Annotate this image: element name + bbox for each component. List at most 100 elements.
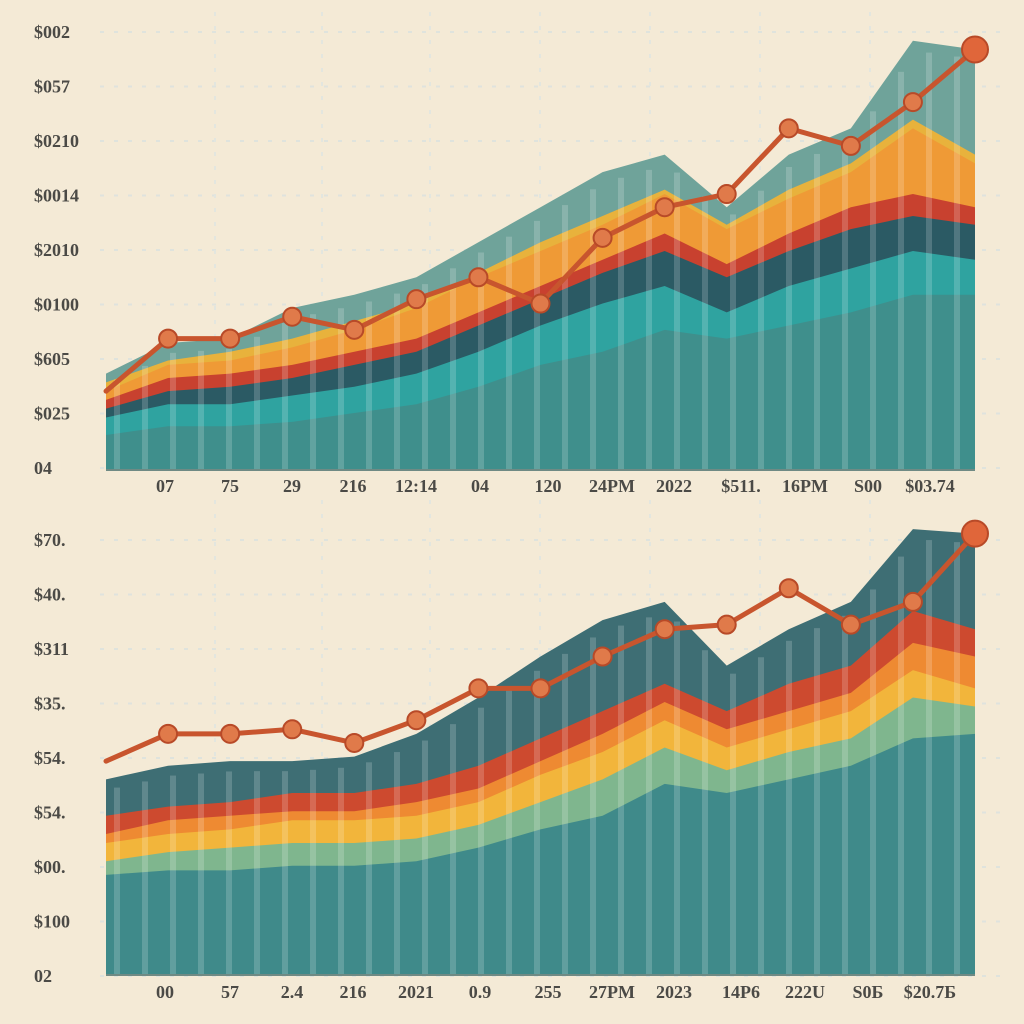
texture-stripe bbox=[926, 540, 932, 975]
texture-stripe bbox=[310, 314, 316, 470]
texture-stripe bbox=[422, 740, 428, 975]
texture-stripe bbox=[954, 56, 960, 471]
bottom-chart: $70. $40. $311 $35. $54. $54. $00. $100 02 00 57 2.… bbox=[34, 500, 1000, 1002]
x-tick-label: 00 bbox=[156, 982, 174, 1002]
y-tick-label: 02 bbox=[34, 966, 52, 986]
texture-stripe bbox=[786, 640, 792, 975]
x-tick-label: 255 bbox=[535, 982, 562, 1002]
texture-stripe bbox=[702, 196, 708, 470]
texture-stripe bbox=[394, 752, 400, 975]
trend-point bbox=[406, 289, 427, 310]
y-tick-label: $35. bbox=[34, 694, 66, 714]
texture-stripe bbox=[674, 621, 680, 975]
x-tick-label: 57 bbox=[221, 982, 239, 1002]
trend-point bbox=[344, 732, 365, 753]
texture-stripe bbox=[366, 762, 372, 975]
x-tick-label: 216 bbox=[340, 982, 367, 1002]
y-tick-label: $057 bbox=[34, 77, 70, 97]
trend-point bbox=[840, 614, 861, 635]
trend-point bbox=[158, 328, 179, 349]
top-chart: $002 $057 $0210 $0014 $2010 $0100 $605 $025 04 07… bbox=[34, 12, 1000, 496]
texture-stripe bbox=[898, 71, 904, 470]
trend-point bbox=[902, 92, 923, 113]
x-tick-label: S0Б bbox=[853, 982, 884, 1002]
x-tick-label: 120 bbox=[535, 476, 562, 496]
x-tick-label: $20.7Б bbox=[904, 982, 956, 1002]
texture-stripe bbox=[870, 111, 876, 470]
y-tick-label: $311 bbox=[34, 639, 69, 659]
trend-point bbox=[220, 723, 241, 744]
y-tick-label: $54. bbox=[34, 748, 66, 768]
texture-stripe bbox=[338, 308, 344, 470]
texture-stripe bbox=[618, 625, 624, 975]
texture-stripe bbox=[170, 775, 176, 975]
trend-point bbox=[530, 678, 551, 699]
y-tick-label: $605 bbox=[34, 349, 70, 369]
trend-point bbox=[530, 293, 551, 314]
x-tick-label: 12:14 bbox=[395, 476, 437, 496]
trend-point bbox=[716, 184, 737, 205]
trend-point bbox=[158, 723, 179, 744]
y-tick-label: $00. bbox=[34, 857, 66, 877]
y-tick-label: 04 bbox=[34, 458, 52, 478]
texture-stripe bbox=[506, 236, 512, 470]
trend-point bbox=[282, 306, 303, 327]
texture-stripe bbox=[702, 650, 708, 975]
texture-stripe bbox=[394, 293, 400, 470]
texture-stripe bbox=[198, 773, 204, 975]
trend-point bbox=[344, 319, 365, 340]
texture-stripe bbox=[534, 220, 540, 470]
y-tick-label: $54. bbox=[34, 803, 66, 823]
texture-stripe bbox=[506, 689, 512, 975]
x-tick-label: $03.74 bbox=[905, 476, 955, 496]
texture-stripe bbox=[590, 637, 596, 975]
y-tick-label: $002 bbox=[34, 22, 70, 42]
trend-point bbox=[654, 197, 675, 218]
trend-point bbox=[592, 646, 613, 667]
texture-stripe bbox=[646, 169, 652, 471]
trend-point bbox=[716, 614, 737, 635]
texture-stripe bbox=[338, 767, 344, 975]
texture-stripe bbox=[898, 556, 904, 975]
texture-stripe bbox=[786, 166, 792, 471]
x-tick-label: 0.9 bbox=[469, 982, 492, 1002]
texture-stripe bbox=[758, 190, 764, 470]
texture-stripe bbox=[926, 52, 932, 471]
texture-stripe bbox=[198, 350, 204, 470]
texture-stripe bbox=[142, 365, 148, 470]
texture-stripe bbox=[730, 673, 736, 975]
x-tick-label: 04 bbox=[471, 476, 489, 496]
texture-stripe bbox=[646, 617, 652, 975]
texture-stripe bbox=[310, 769, 316, 975]
trend-point bbox=[902, 591, 923, 612]
texture-stripe bbox=[366, 301, 372, 470]
texture-stripe bbox=[226, 348, 232, 470]
trend-point bbox=[778, 578, 799, 599]
texture-stripe bbox=[870, 589, 876, 975]
texture-stripe bbox=[282, 771, 288, 975]
texture-stripe bbox=[534, 670, 540, 975]
x-tick-label: 27PM bbox=[589, 982, 635, 1002]
y-tick-label: $0210 bbox=[34, 131, 79, 151]
texture-stripe bbox=[450, 724, 456, 975]
y-tick-label: $40. bbox=[34, 585, 66, 605]
trend-point bbox=[592, 227, 613, 248]
trend-point bbox=[961, 519, 989, 548]
trend-point bbox=[220, 328, 241, 349]
texture-stripe bbox=[674, 172, 680, 471]
texture-stripe bbox=[954, 542, 960, 975]
texture-stripe bbox=[282, 322, 288, 470]
y-tick-label: $0100 bbox=[34, 295, 79, 315]
trend-point bbox=[468, 267, 489, 288]
texture-stripe bbox=[478, 252, 484, 470]
texture-stripe bbox=[730, 214, 736, 470]
texture-stripe bbox=[422, 284, 428, 470]
trend-point bbox=[406, 710, 427, 731]
x-tick-label: 222U bbox=[785, 982, 825, 1002]
trend-point bbox=[778, 118, 799, 139]
texture-stripe bbox=[114, 787, 120, 975]
y-tick-label: $100 bbox=[34, 912, 70, 932]
texture-stripe bbox=[562, 205, 568, 470]
y-tick-label: $025 bbox=[34, 404, 70, 424]
texture-stripe bbox=[842, 615, 848, 975]
